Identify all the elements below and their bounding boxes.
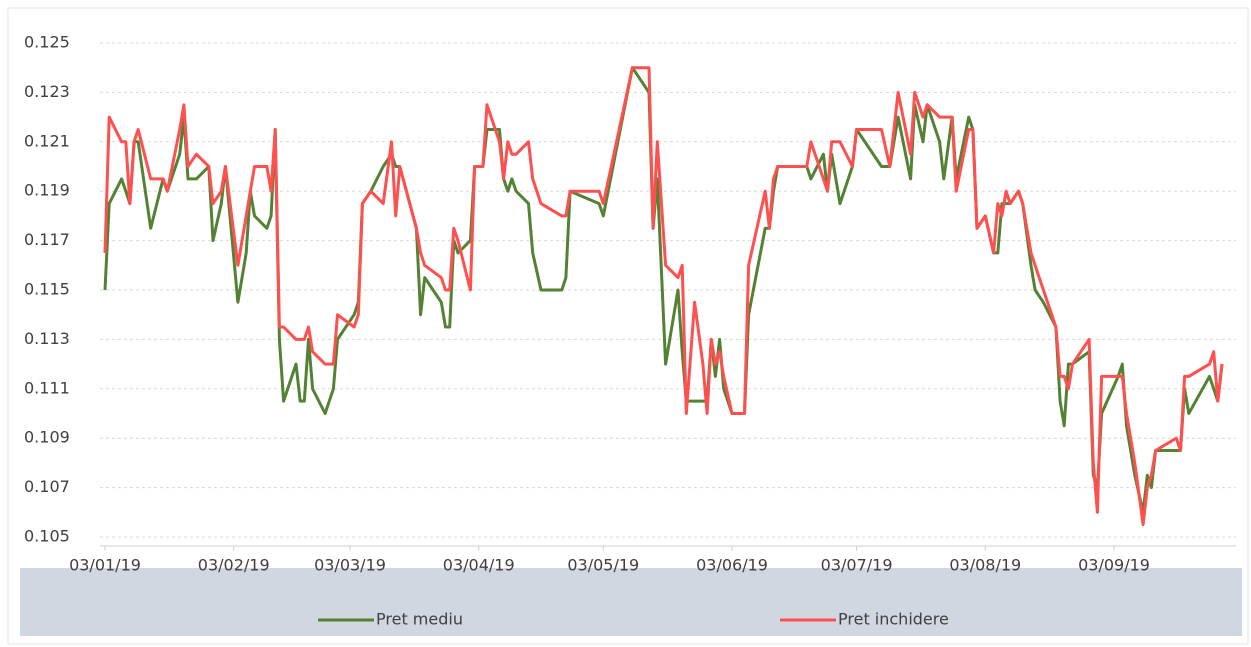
x-tick-label: 03/02/19 [198, 556, 270, 575]
y-tick-label: 0.121 [24, 131, 70, 150]
x-tick-label: 03/05/19 [567, 556, 639, 575]
x-tick-label: 03/04/19 [443, 556, 515, 575]
y-tick-label: 0.107 [24, 477, 70, 496]
y-tick-label: 0.113 [24, 329, 70, 348]
x-tick-label: 03/06/19 [696, 556, 768, 575]
series-line [103, 66, 1224, 527]
y-tick-label: 0.117 [24, 230, 70, 249]
y-tick-label: 0.119 [24, 181, 70, 200]
legend-label: Pret inchidere [838, 610, 949, 629]
y-tick-label: 0.111 [24, 378, 70, 397]
x-tick-label: 03/03/19 [314, 556, 386, 575]
y-tick-label: 0.123 [24, 82, 70, 101]
y-tick-label: 0.115 [24, 280, 70, 299]
y-tick-label: 0.125 [24, 33, 70, 52]
legend-label: Pret mediu [376, 610, 463, 629]
y-tick-label: 0.105 [24, 527, 70, 546]
legend-band [20, 568, 1242, 636]
chart-frame [7, 7, 1249, 645]
x-tick-label: 03/07/19 [821, 556, 893, 575]
x-tick-label: 03/01/19 [69, 556, 141, 575]
y-tick-label: 0.109 [24, 428, 70, 447]
x-tick-label: 03/09/19 [1078, 556, 1150, 575]
x-tick-label: 03/08/19 [949, 556, 1021, 575]
